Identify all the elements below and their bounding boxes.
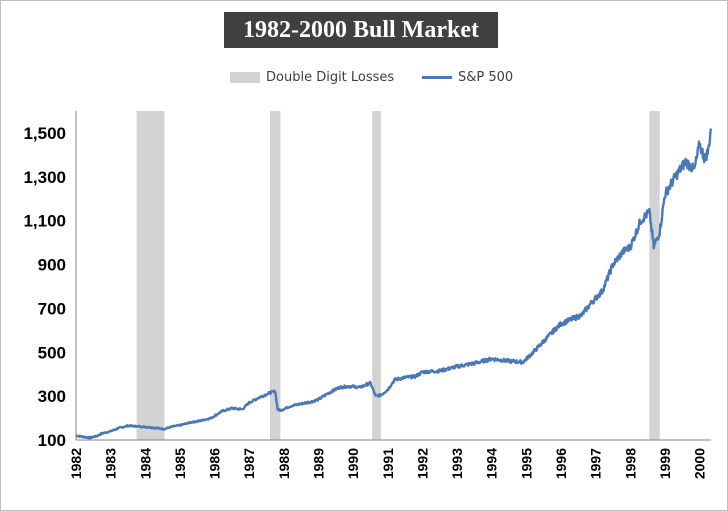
x-tick-label: 1998	[622, 448, 638, 479]
y-tick-label: 1,300	[23, 168, 66, 187]
x-tick-label: 1989	[310, 448, 326, 479]
shaded-region-3	[649, 111, 660, 440]
axes	[75, 111, 711, 441]
x-tick-label: 1996	[553, 448, 569, 479]
x-tick-label: 1985	[172, 448, 188, 479]
x-tick-label: 1994	[484, 448, 500, 479]
y-tick-label: 1,100	[23, 212, 66, 231]
x-tick-label: 2000	[692, 448, 708, 479]
x-tick-labels: 1982 1983 1984 1985 1986 1987 1988 1989 1990 1991…	[68, 448, 708, 479]
x-tick-label: 1995	[518, 448, 534, 479]
series-lines	[75, 128, 713, 440]
y-tick-label: 100	[38, 431, 66, 450]
shaded-region-1	[269, 111, 281, 440]
x-tick-label: 1991	[380, 448, 396, 479]
y-tick-label: 900	[38, 256, 66, 275]
x-tick-label: 1990	[345, 448, 361, 479]
legend-swatch-series	[422, 76, 452, 79]
x-tick-label: 1997	[588, 448, 604, 479]
x-tick-label: 1984	[137, 448, 153, 479]
x-tick-label: 1982	[68, 448, 84, 479]
legend-label-series: S&P 500	[458, 70, 514, 85]
x-tick-label: 1993	[449, 448, 465, 479]
shaded-regions	[136, 111, 660, 440]
legend-swatch-shaded	[230, 72, 260, 83]
shaded-region-2	[372, 111, 381, 440]
x-tick-label: 1999	[657, 448, 673, 479]
chart-title: 1982-2000 Bull Market	[243, 17, 479, 43]
legend: Double Digit Losses S&P 500	[0, 68, 728, 88]
legend-label-shaded: Double Digit Losses	[266, 70, 395, 85]
y-tick-label: 1,500	[23, 124, 66, 143]
shaded-region-0	[136, 111, 165, 440]
chart-title-box: 1982-2000 Bull Market	[224, 12, 498, 48]
y-tick-label: 700	[38, 299, 66, 318]
x-tick-label: 1987	[241, 448, 257, 479]
y-tick-label: 300	[38, 387, 66, 406]
y-tick-label: 500	[38, 343, 66, 362]
series-line-0	[75, 128, 713, 440]
x-tick-label: 1983	[103, 448, 119, 479]
x-tick-label: 1988	[276, 448, 292, 479]
y-tick-labels: 100 300 500 700 900 1,100 1,300 1,500	[23, 124, 66, 450]
x-tick-label: 1986	[207, 448, 223, 479]
x-tick-label: 1992	[414, 448, 430, 479]
